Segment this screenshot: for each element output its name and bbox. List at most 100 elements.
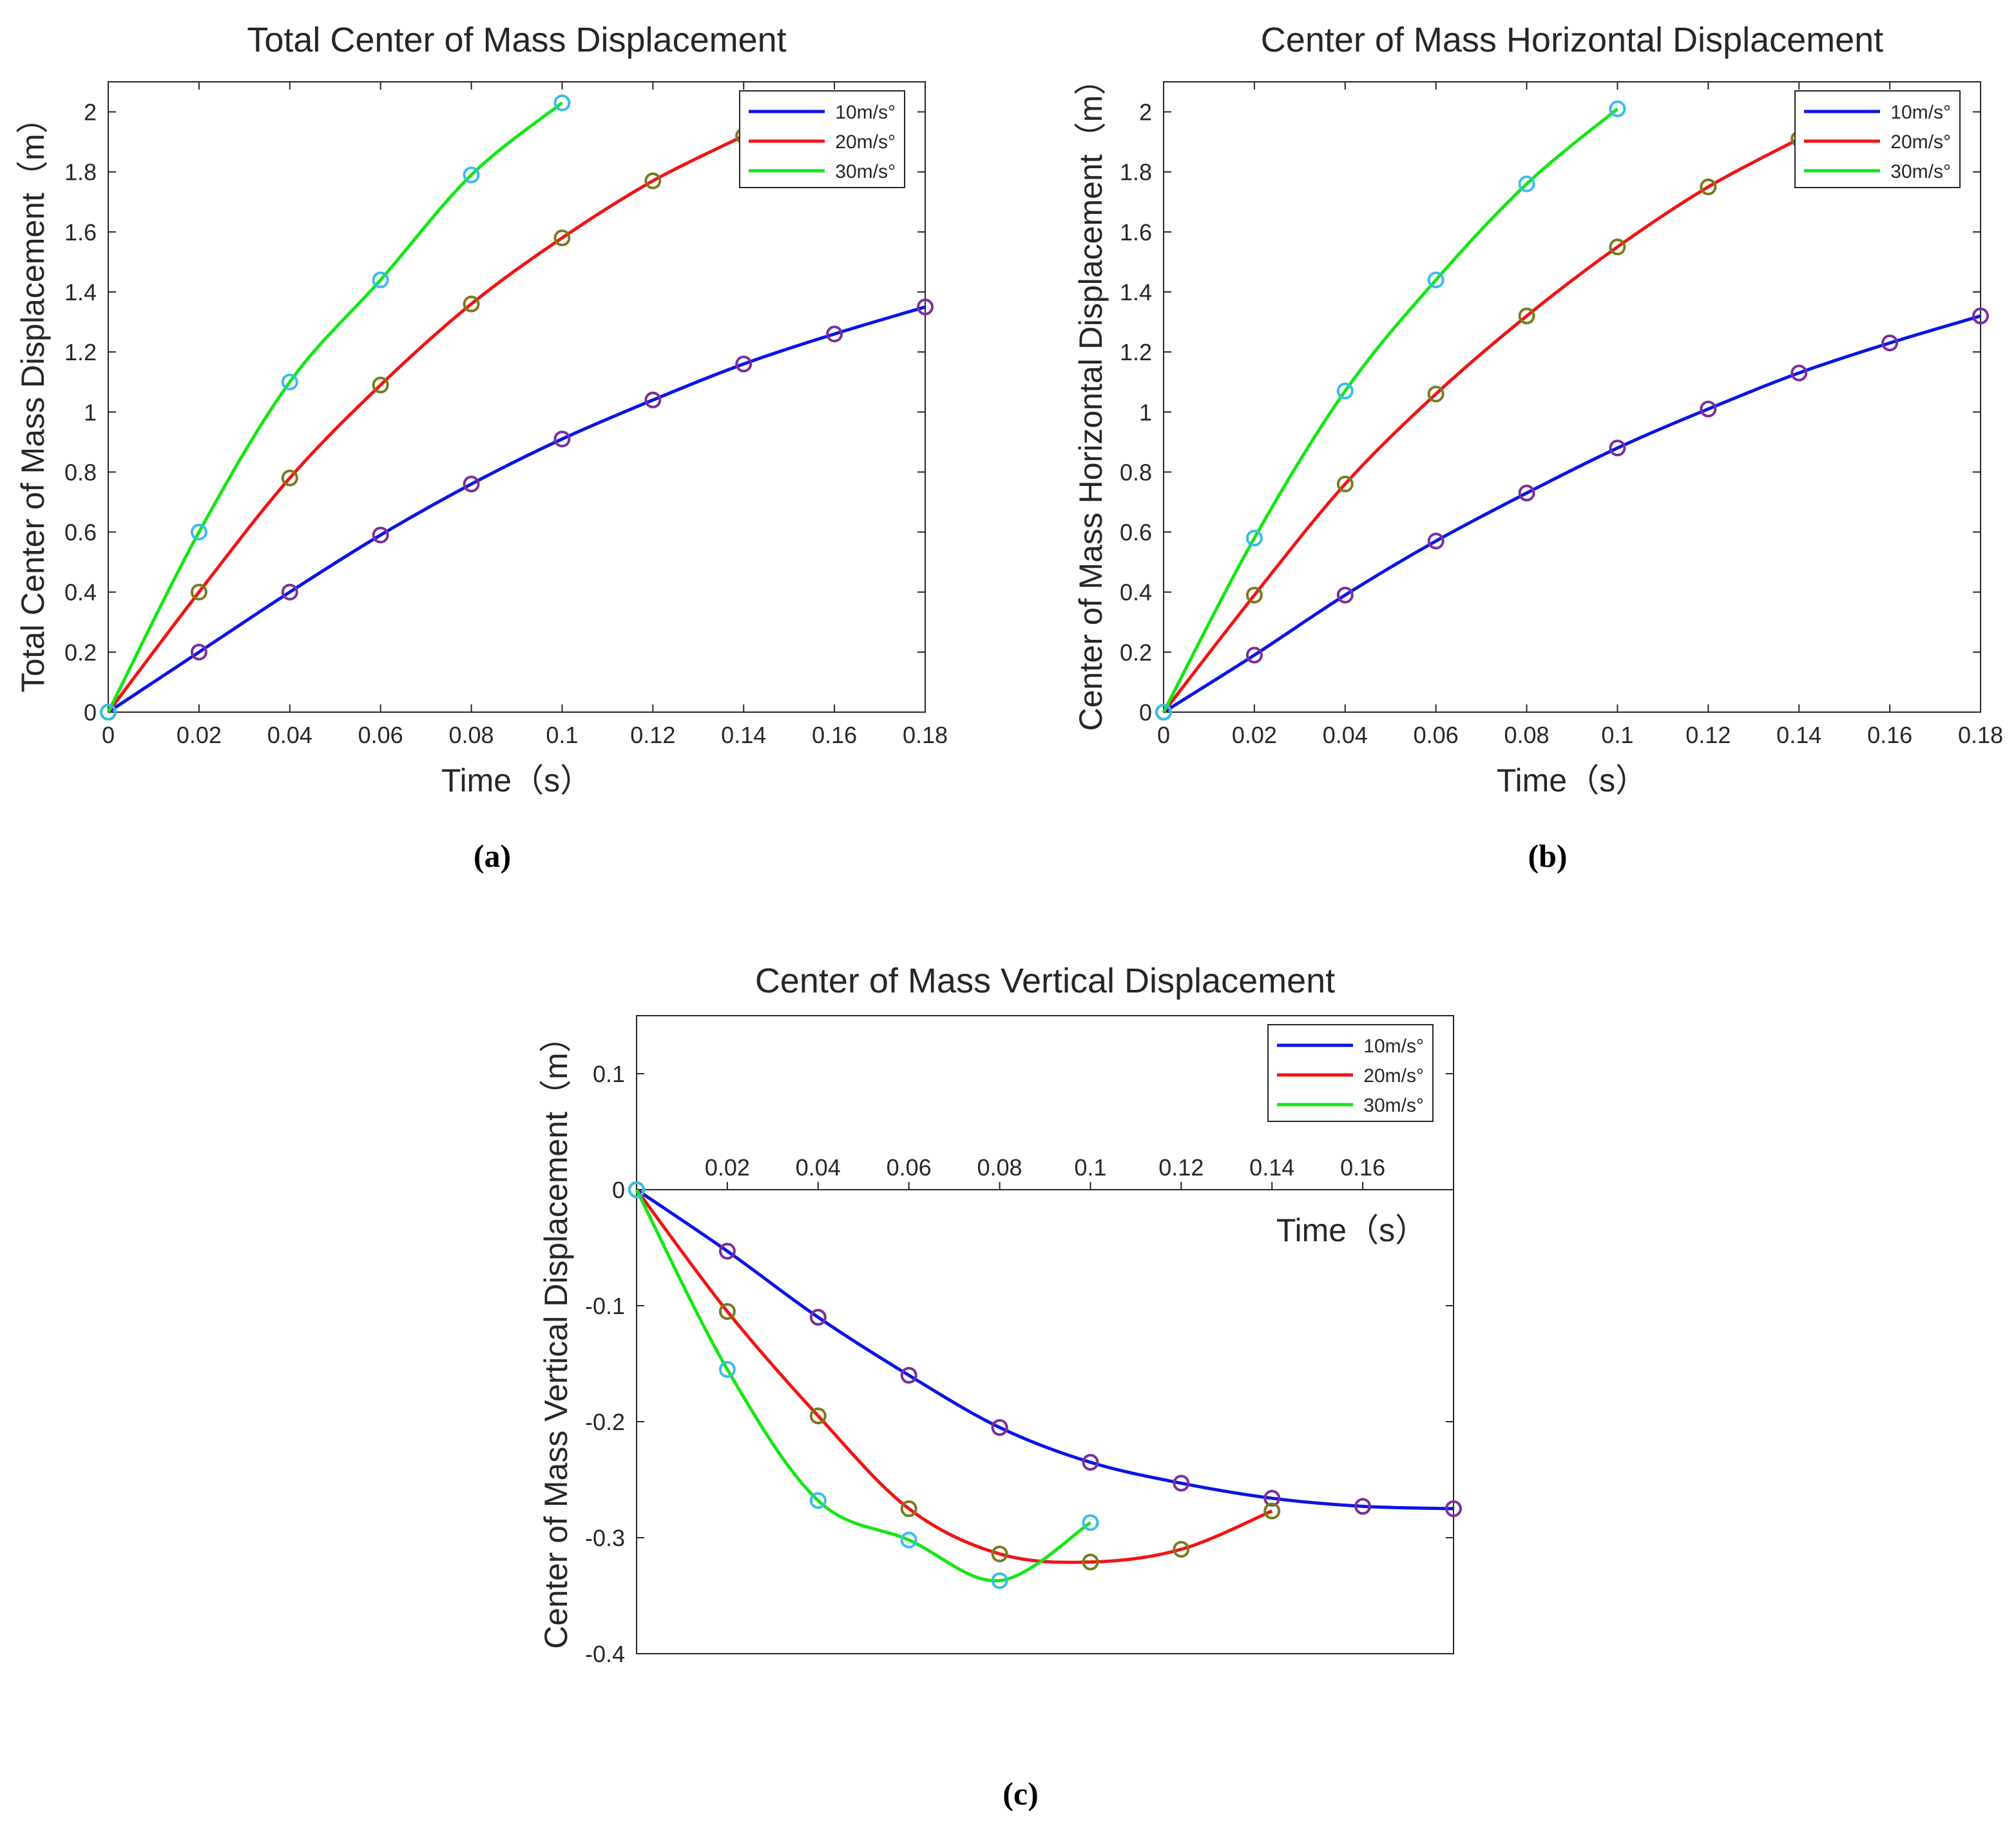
data-point-c-0-6 [1173, 1475, 1190, 1492]
data-point-b-1-3 [1427, 385, 1445, 403]
chart-panel-c: Center of Mass Vertical Displacement -0.4… [538, 962, 1462, 1667]
series-line-b-2 [1162, 107, 1618, 713]
data-point-a-1-2 [281, 469, 298, 487]
x-tick-label: 0.06 [1414, 722, 1459, 748]
x-tick-label: 0.08 [977, 1154, 1022, 1181]
series-line-b-0 [1162, 314, 1981, 714]
series-line-c-0 [635, 1188, 1454, 1511]
data-point-b-0-4 [1518, 485, 1535, 502]
y-tick-label: -0.4 [585, 1641, 625, 1667]
x-tick-label: 0.1 [1074, 1154, 1106, 1181]
y-tick-label: 0 [84, 699, 97, 726]
y-tick-label: 0.4 [64, 579, 97, 606]
data-point-c-1-7 [1263, 1502, 1281, 1520]
x-tick-label: 0.1 [546, 722, 578, 748]
data-point-c-0-8 [1354, 1498, 1372, 1515]
x-tick-label: 0.14 [1249, 1154, 1294, 1181]
x-tick-label: 0.02 [177, 722, 222, 748]
y-tick-label: 1.2 [64, 339, 97, 365]
data-point-b-0-2 [1336, 586, 1354, 604]
data-point-c-0-9 [1445, 1500, 1462, 1517]
legend-label-c-1: 20m/s° [1363, 1065, 1424, 1087]
data-point-a-0-8 [826, 325, 843, 343]
data-point-b-2-2 [1336, 382, 1354, 400]
y-tick-label: -0.3 [585, 1525, 625, 1551]
data-point-a-1-4 [463, 295, 480, 313]
data-point-b-2-3 [1427, 271, 1445, 289]
data-point-c-0-3 [900, 1367, 917, 1384]
data-point-c-0-4 [991, 1419, 1008, 1436]
y-tick-label: -0.1 [585, 1293, 625, 1319]
caption-b: (b) [1528, 838, 1567, 874]
data-point-a-0-1 [190, 643, 207, 661]
y-tick-label: 0.2 [64, 639, 97, 666]
chart-title-a: Total Center of Mass Displacement [247, 21, 786, 59]
x-tick-label: 0.08 [449, 722, 494, 748]
y-tick-label: 1.4 [1120, 279, 1152, 305]
x-tick-label: 0.02 [1232, 722, 1277, 748]
x-tick-label: 0 [102, 722, 115, 748]
y-tick-label: 0.4 [1120, 579, 1152, 606]
data-point-b-2-1 [1245, 529, 1263, 547]
y-axis-label-b: Center of Mass Horizontal Displacement（m… [1073, 63, 1109, 731]
data-point-b-0-8 [1881, 334, 1899, 352]
legend-label-b-1: 20m/s° [1890, 131, 1951, 153]
data-point-c-1-4 [991, 1545, 1008, 1563]
x-tick-label: 0.04 [796, 1154, 841, 1181]
data-point-b-1-5 [1609, 238, 1626, 256]
data-point-b-0-6 [1700, 400, 1717, 418]
x-tick-label: 0.06 [358, 722, 403, 748]
x-tick-label: 0.12 [1685, 722, 1731, 748]
y-tick-label: 1.2 [1120, 339, 1152, 365]
x-tick-label: 0.14 [721, 722, 766, 748]
series-line-c-1 [635, 1188, 1273, 1564]
data-point-c-2-4 [991, 1572, 1008, 1589]
data-point-c-2-1 [718, 1361, 736, 1378]
data-point-c-2-3 [900, 1531, 917, 1549]
y-tick-label: 2 [1139, 99, 1152, 126]
x-tick-label: 0.08 [1504, 722, 1550, 748]
data-point-c-1-3 [900, 1500, 917, 1517]
data-point-c-1-1 [718, 1303, 736, 1320]
data-point-b-2-4 [1518, 175, 1535, 193]
y-tick-label: 0 [612, 1177, 625, 1203]
x-tick-label: 0 [1157, 722, 1170, 748]
y-tick-label: 1 [1139, 399, 1152, 425]
x-axis-label-c: Time（s） [1276, 1212, 1427, 1248]
data-point-c-0-1 [718, 1243, 736, 1260]
y-tick-label: 0.6 [64, 519, 97, 546]
caption-c: (c) [1003, 1775, 1039, 1812]
x-tick-label: 0.04 [1323, 722, 1368, 748]
series-line-b-1 [1162, 137, 1800, 713]
data-point-c-0-2 [809, 1309, 827, 1326]
x-axis-label-a: Time（s） [441, 762, 592, 798]
data-point-b-0-3 [1427, 532, 1445, 550]
y-tick-label: 0.6 [1120, 519, 1152, 546]
x-tick-label: 0.16 [1867, 722, 1912, 748]
series-line-a-0 [107, 305, 926, 714]
data-point-c-1-2 [809, 1408, 827, 1424]
data-point-c-1-5 [1082, 1553, 1099, 1571]
x-tick-label: 0.14 [1776, 722, 1821, 748]
chart-panel-a: Total Center of Mass Displacement 0 0.2 0.4… [15, 21, 948, 798]
legend-label-a-1: 20m/s° [835, 131, 896, 153]
y-tick-label: 0 [1139, 699, 1152, 726]
caption-a: (a) [474, 838, 511, 874]
y-tick-label: 0.2 [1120, 639, 1152, 666]
legend-label-a-2: 30m/s° [835, 161, 896, 182]
chart-panel-b: Center of Mass Horizontal Displacement00… [1073, 21, 2003, 798]
x-tick-label: 0.06 [887, 1154, 932, 1181]
y-tick-label: 1.6 [64, 219, 97, 246]
legend-label-a-0: 10m/s° [835, 102, 896, 123]
data-point-a-0-2 [281, 583, 298, 601]
y-axis-label-a: Total Center of Mass Displacement（m） [15, 102, 51, 693]
series-line-a-2 [106, 101, 563, 713]
data-point-a-2-3 [372, 271, 389, 289]
data-point-b-2-5 [1609, 100, 1626, 117]
data-point-b-0-7 [1790, 364, 1808, 382]
y-tick-label: 0.1 [593, 1061, 625, 1087]
legend-label-b-2: 30m/s° [1890, 161, 1951, 182]
data-point-b-1-2 [1336, 476, 1354, 493]
y-tick-label: 2 [84, 99, 97, 126]
